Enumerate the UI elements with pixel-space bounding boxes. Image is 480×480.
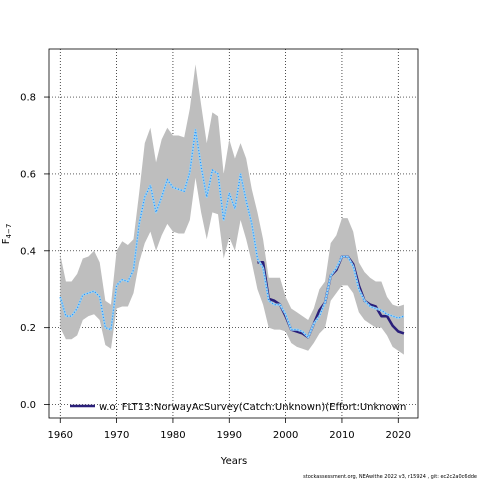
y-axis-title: F4−7	[1, 224, 13, 245]
series-layer	[59, 128, 405, 339]
confidence-band-layer	[60, 64, 404, 355]
y-tick-label: 0.4	[20, 246, 36, 257]
x-tick-label: 1980	[160, 430, 185, 441]
x-axis-title: Years	[220, 456, 247, 467]
x-tick-label: 1970	[104, 430, 129, 441]
y-axis-title-group: F4−7	[1, 224, 13, 245]
legend-label: w.o. FLT13:NorwayAcSurvey(Catch:Unknown)…	[99, 402, 406, 413]
x-tick-label: 1960	[48, 430, 73, 441]
legend: w.o. FLT13:NorwayAcSurvey(Catch:Unknown)…	[70, 402, 406, 413]
x-tick-label: 2010	[329, 430, 354, 441]
x-tick-label: 1990	[217, 430, 242, 441]
y-axis: 0.0 0.2 0.4 0.6 0.8	[20, 93, 49, 411]
x-axis: 1960 1970 1980 1990 2000 2010 2020	[48, 418, 411, 441]
plot-frame	[48, 48, 419, 419]
y-tick-label: 0.0	[20, 400, 36, 411]
series-line-base	[59, 128, 405, 339]
y-axis-title-subscript: 4−7	[5, 224, 13, 239]
x-tick-label: 2000	[273, 430, 298, 441]
y-tick-label: 0.8	[20, 93, 36, 104]
x-tick-label: 2020	[386, 430, 411, 441]
footer-credit: stockassessment.org, NEAwithe 2022 v3, r…	[303, 474, 477, 480]
y-tick-label: 0.6	[20, 169, 36, 180]
y-axis-title-main: F	[1, 238, 12, 244]
confidence-band	[60, 64, 404, 355]
y-tick-label: 0.2	[20, 323, 36, 334]
